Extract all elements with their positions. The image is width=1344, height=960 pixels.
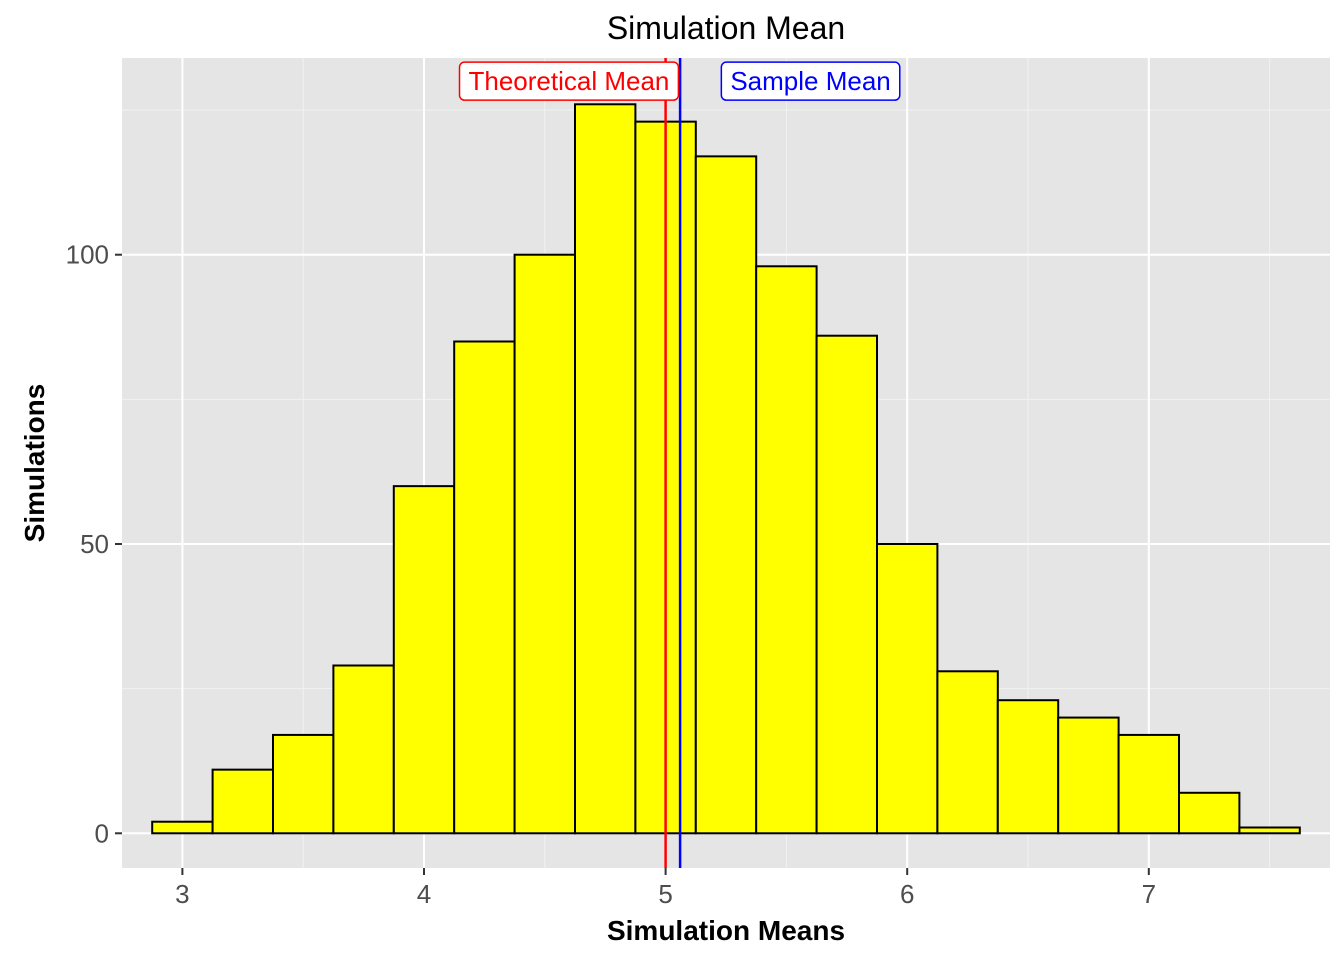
y-tick-label: 100: [66, 240, 109, 270]
histogram-bar: [1238, 826, 1301, 835]
reference-label-box: [720, 61, 901, 101]
histogram-bar: [1057, 716, 1120, 835]
reference-label-box: [458, 61, 680, 101]
histogram-bar: [392, 485, 456, 835]
reference-line-label: Theoretical Mean: [469, 66, 670, 96]
x-tick-label: 6: [900, 879, 914, 909]
x-tick-label: 4: [417, 879, 431, 909]
x-axis: 3 4 5 6 7: [175, 868, 1156, 909]
histogram-bar: [815, 334, 878, 835]
y-tick-label: 0: [95, 818, 109, 848]
histogram-bar: [996, 699, 1060, 835]
y-tick-label: 50: [80, 529, 109, 559]
histogram-bar: [513, 253, 576, 835]
x-tick-label: 5: [658, 879, 672, 909]
annotations: Theoretical Mean Sample Mean: [458, 61, 901, 101]
histogram-bar: [453, 340, 516, 835]
histogram-bar: [1117, 733, 1180, 835]
histogram-bar: [272, 733, 335, 835]
x-tick-label: 3: [175, 879, 189, 909]
chart-title: Simulation Mean: [607, 10, 845, 46]
histogram-bar: [755, 265, 818, 835]
reference-line-label: Sample Mean: [730, 66, 890, 96]
histogram-bar: [1178, 791, 1241, 835]
y-axis: 0 50 100: [66, 240, 122, 848]
histogram-bar: [332, 664, 395, 835]
histogram-bar: [694, 155, 758, 835]
y-axis-title: Simulations: [19, 384, 50, 543]
histogram-bar: [151, 820, 214, 835]
x-tick-label: 7: [1142, 879, 1156, 909]
histogram-bar: [574, 103, 637, 835]
x-axis-title: Simulation Means: [607, 915, 845, 946]
histogram-bar: [936, 670, 999, 835]
histogram-bar: [211, 768, 275, 835]
histogram-bar: [876, 543, 939, 835]
reference-lines: [664, 58, 682, 868]
bars: [151, 103, 1301, 835]
